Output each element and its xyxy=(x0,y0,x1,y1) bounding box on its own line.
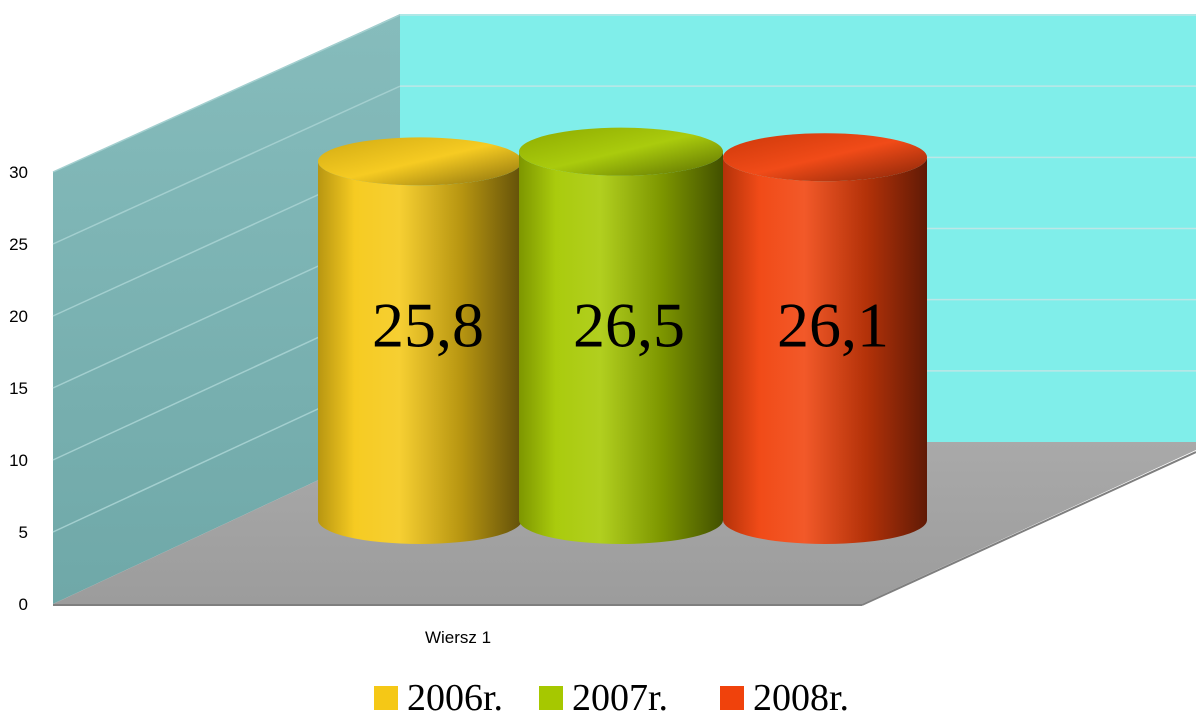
y-tick-label: 30 xyxy=(9,163,28,182)
legend-swatch xyxy=(720,686,744,710)
bar-2008r. xyxy=(723,133,927,544)
y-tick-label: 10 xyxy=(9,451,28,470)
legend-label: 2007r. xyxy=(572,677,668,714)
y-tick-label: 5 xyxy=(19,523,28,542)
data-labels: 25,8 26,5 26,1 xyxy=(372,289,889,360)
gridline-side xyxy=(52,85,401,245)
x-category-label: Wiersz 1 xyxy=(425,628,491,647)
data-label: 26,1 xyxy=(777,289,889,360)
bar-top xyxy=(318,137,522,186)
bar-body xyxy=(519,151,723,544)
gridline-side xyxy=(52,14,401,173)
bar-top xyxy=(519,127,723,176)
y-axis: 0 5 10 15 20 25 30 xyxy=(9,163,28,614)
y-tick-label: 25 xyxy=(9,235,28,254)
data-label: 26,5 xyxy=(573,289,685,360)
legend-swatch xyxy=(539,686,563,710)
bar-body xyxy=(318,161,522,544)
legend-label: 2008r. xyxy=(753,677,849,714)
floor-side-edge xyxy=(861,451,1196,606)
bar-2007r. xyxy=(519,127,723,544)
x-axis: Wiersz 1 xyxy=(425,628,491,647)
data-label: 25,8 xyxy=(372,289,484,360)
legend-swatch xyxy=(374,686,398,710)
bar-body xyxy=(723,157,927,544)
legend-label: 2006r. xyxy=(407,677,503,714)
y-tick-label: 0 xyxy=(19,595,28,614)
bars xyxy=(318,127,927,544)
legend-item: 2006r. xyxy=(374,677,503,714)
legend-item: 2008r. xyxy=(720,677,849,714)
y-tick-label: 15 xyxy=(9,379,28,398)
bar-2006r. xyxy=(318,137,522,544)
y-tick-label: 20 xyxy=(9,307,28,326)
legend: 2006r. 2007r. 2008r. xyxy=(374,677,849,714)
bar-top xyxy=(723,133,927,182)
legend-item: 2007r. xyxy=(539,677,668,714)
